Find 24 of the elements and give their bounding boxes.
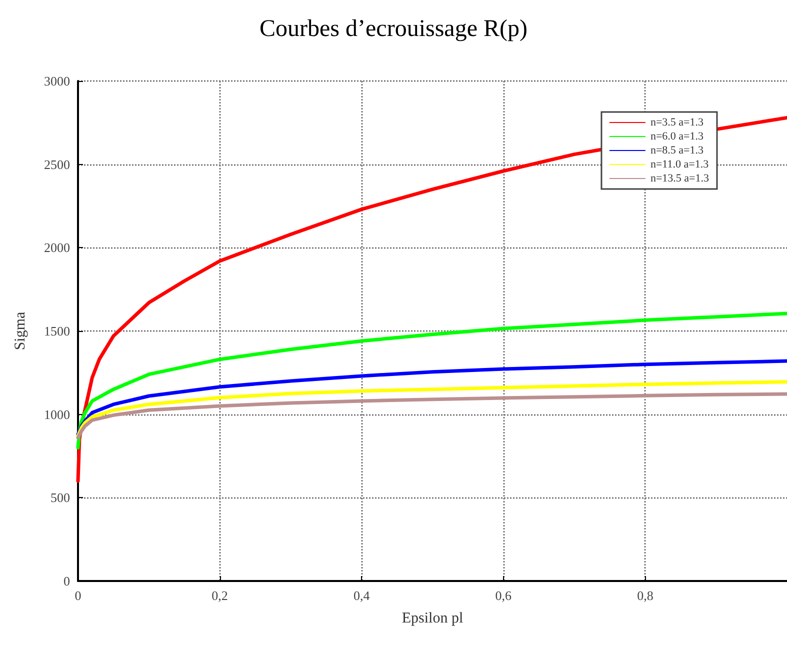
line-series [76,380,787,438]
y-tick-label: 2000 [44,240,70,256]
legend-label: n=11.0 a=1.3 [650,158,710,170]
y-tick-label: 2500 [44,156,70,172]
y-tick-label: 3000 [44,74,70,88]
y-tick-label: 500 [50,490,70,506]
x-axis-title: Epsilon pl [402,610,464,626]
y-tick-label: 1000 [44,406,70,422]
line-series [76,392,787,440]
line-series [76,359,787,436]
x-tick-label: 0,8 [637,588,654,603]
legend-label: n=8.5 a=1.3 [650,144,704,156]
x-tick-label: 0,6 [495,588,512,603]
x-tick-label: 0 [74,588,82,603]
chart-title: Courbes d’ecrouissage R(p) [260,16,528,42]
y-axis-title: Sigma [12,311,28,350]
y-tick-label: 0 [64,574,70,588]
legend-label: n=13.5 a=1.3 [650,172,710,184]
x-tick-label: 0,4 [353,588,370,603]
y-tick-label: 1500 [44,324,70,338]
x-tick-label: 0,2 [212,588,228,603]
legend-label: n=3.5 a=1.3 [650,116,704,128]
line-series [76,312,787,450]
legend-label: n=6.0 a=1.3 [650,130,704,142]
